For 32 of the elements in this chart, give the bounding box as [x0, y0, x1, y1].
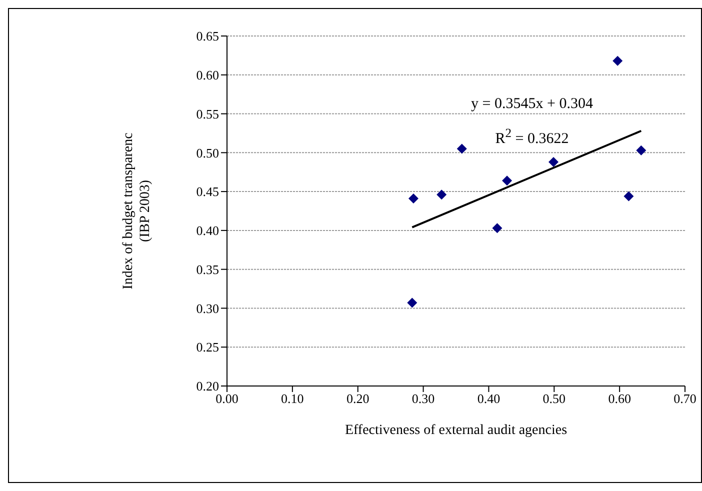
- y-tick-label: 0.35: [196, 262, 219, 277]
- annotation: R$^{2}$ = 0.3622: [494, 126, 570, 148]
- x-tick-label: 0.00: [216, 391, 238, 406]
- x-tick-label: 0.30: [412, 391, 435, 406]
- point: [502, 176, 512, 186]
- point: [408, 194, 418, 204]
- x-tick-label: 0.40: [477, 391, 500, 406]
- y-axis-title: Index of budget transparenc (IBP 2003): [121, 132, 153, 290]
- point: [548, 157, 558, 167]
- x-tick-label: 0.10: [281, 391, 304, 406]
- y-tick-label: 0.45: [196, 184, 219, 200]
- y-tick-label: 0.65: [196, 28, 219, 44]
- y-tick-label: 0.40: [196, 223, 219, 238]
- annotation: y = 0.3545x + 0.304: [470, 96, 594, 113]
- y-tick-label: 0.60: [196, 68, 219, 83]
- point: [407, 298, 418, 308]
- x-tick-label: 0.20: [346, 391, 370, 406]
- x-tick-label: 0.50: [542, 391, 566, 406]
- x-axis-title: Effectiveness of external audit agencies: [344, 423, 568, 438]
- x-tick-label: 0.70: [674, 391, 696, 406]
- y-tick-label: 0.50: [196, 145, 219, 160]
- y-tick-label: 0.25: [196, 340, 219, 355]
- point: [492, 223, 502, 234]
- x-tick-label: 0.60: [608, 391, 631, 406]
- point: [436, 190, 447, 200]
- y-tick-label: 0.20: [196, 378, 219, 394]
- point: [456, 144, 467, 154]
- point: [636, 145, 646, 156]
- point: [612, 56, 623, 66]
- y-tick-label: 0.30: [196, 300, 219, 316]
- y-tick-label: 0.55: [196, 106, 219, 122]
- point: [624, 191, 634, 202]
